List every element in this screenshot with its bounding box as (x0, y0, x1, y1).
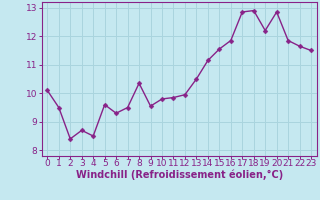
X-axis label: Windchill (Refroidissement éolien,°C): Windchill (Refroidissement éolien,°C) (76, 169, 283, 180)
